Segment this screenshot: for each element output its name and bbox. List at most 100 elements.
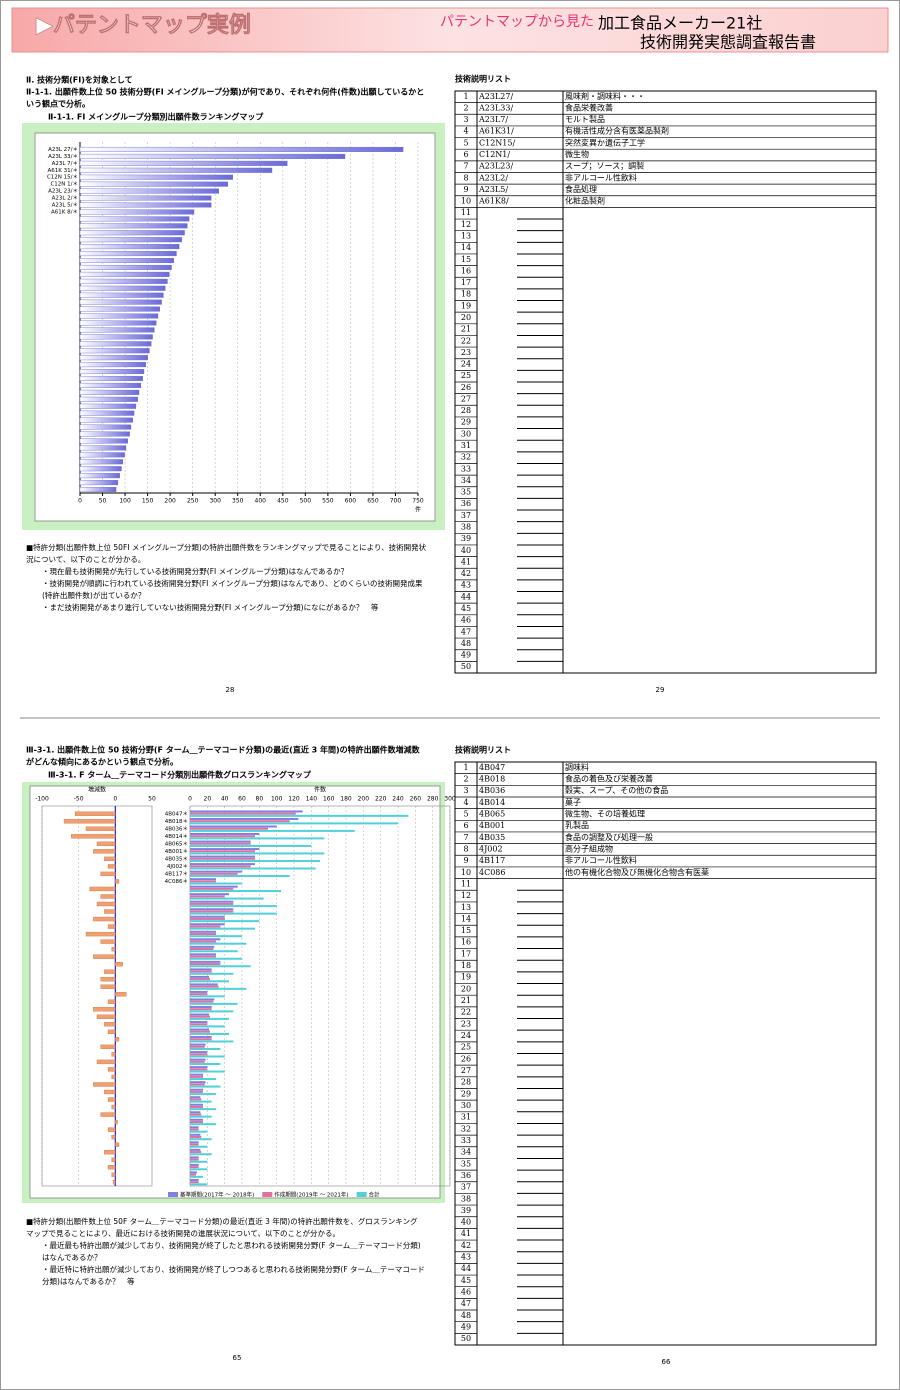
row-number: 10 — [461, 868, 471, 877]
bar — [190, 1143, 199, 1146]
row-number: 21 — [461, 325, 471, 334]
bar — [79, 299, 162, 305]
row-number: 38 — [461, 523, 471, 532]
axis-label: 件数 — [314, 786, 326, 794]
x-tick-label: 700 — [390, 498, 402, 505]
x-tick-label: 0 — [188, 796, 192, 803]
row-number: 12 — [461, 891, 471, 900]
y-tick-label: A23L 27/＊ — [48, 146, 78, 153]
row-number: 5 — [463, 138, 468, 147]
row-number: 14 — [461, 243, 471, 252]
row-number: 19 — [461, 301, 471, 310]
text-line: ・現在最も技術開発が先行している技術開発分野(FI メイングループ分類)はなんで… — [42, 566, 348, 576]
bar — [190, 942, 247, 945]
bar — [190, 1173, 197, 1176]
row-number: 9 — [463, 185, 468, 194]
bar — [190, 840, 251, 843]
text-line: 技術説明リスト — [455, 74, 511, 84]
bar — [190, 1066, 208, 1069]
bar — [190, 1111, 201, 1114]
row-number: 18 — [461, 290, 471, 299]
bar — [190, 923, 225, 926]
row-number: 13 — [461, 232, 471, 241]
bar — [190, 1040, 234, 1043]
x-tick-label: 250 — [187, 498, 199, 505]
legend-swatch — [168, 1192, 178, 1197]
row-number: 8 — [463, 173, 468, 182]
row-number: 3 — [463, 115, 468, 124]
row-number: 7 — [463, 833, 468, 842]
text-line: (特許出願件数)が出ているか？ — [42, 590, 145, 600]
code: A23L2/ — [478, 173, 508, 182]
chart-area — [29, 785, 441, 1199]
bar — [79, 348, 150, 354]
text-line: 分類)はなんであるか？ 等 — [42, 1276, 135, 1286]
description: 非アルコール性飲料 — [565, 172, 637, 182]
x-tick-label: 50 — [148, 796, 156, 803]
x-tick-label: 60 — [238, 796, 246, 803]
code: 4C086 — [479, 868, 505, 877]
y-tick-label: A23L 23/＊ — [48, 188, 78, 195]
bar — [96, 901, 116, 907]
bar — [107, 1067, 116, 1072]
bar — [190, 1058, 206, 1061]
bar — [190, 1060, 205, 1063]
bar — [190, 910, 234, 913]
bar — [104, 969, 116, 974]
text-line: Ⅱ-1-1. FI メイングループ分類別出願件数ランキングマップ — [48, 112, 264, 122]
bar — [190, 1156, 199, 1159]
code: 4B117 — [479, 856, 505, 865]
bar — [190, 1013, 210, 1016]
bar — [190, 1075, 203, 1078]
bar — [190, 863, 255, 866]
bar — [93, 954, 116, 959]
bar — [100, 1044, 116, 1050]
bar — [190, 814, 409, 817]
row-number: 37 — [461, 1183, 471, 1192]
row-number: 32 — [461, 453, 471, 462]
row-number: 45 — [461, 1276, 471, 1285]
bar — [100, 1112, 116, 1117]
bar — [79, 403, 137, 409]
legend-swatch — [262, 1192, 273, 1197]
row-number: 48 — [461, 1311, 471, 1320]
bar — [79, 188, 220, 194]
row-number: 14 — [461, 914, 471, 923]
row-number: 7 — [463, 162, 468, 171]
text-line: Ⅱ-1-1. 出願件数上位 50 技術分野(FI メイングループ分類)が何であり… — [26, 87, 424, 97]
row-number: 1 — [463, 763, 468, 772]
bar — [93, 1082, 116, 1087]
bar — [79, 473, 120, 479]
row-number: 48 — [461, 639, 471, 648]
row-number: 17 — [461, 278, 471, 287]
code: A23L33/ — [478, 103, 513, 112]
row-number: 35 — [461, 488, 471, 497]
row-number: 11 — [461, 879, 471, 888]
x-tick-label: 140 — [306, 796, 318, 803]
text-line: Ⅱ. 技術分類(FI)を対象として — [26, 75, 133, 85]
x-tick-label: 50 — [99, 498, 107, 505]
x-tick-label: 550 — [322, 498, 334, 505]
bar — [190, 857, 255, 860]
code: 4B065 — [479, 809, 505, 818]
bar — [190, 1120, 203, 1123]
bar — [112, 1180, 116, 1185]
bar — [190, 842, 251, 845]
row-number: 39 — [461, 1206, 471, 1215]
row-number: 2 — [463, 103, 468, 112]
x-tick-label: 500 — [300, 498, 312, 505]
bar — [79, 355, 148, 361]
x-tick-label: -100 — [35, 796, 49, 803]
x-tick-label: 100 — [119, 498, 131, 505]
bar — [190, 848, 260, 851]
bar — [190, 1045, 205, 1048]
row-number: 44 — [461, 1264, 471, 1273]
row-number: 22 — [461, 336, 471, 345]
bar — [190, 829, 355, 832]
row-number: 9 — [463, 856, 468, 865]
bar — [190, 1123, 216, 1126]
row-number: 17 — [461, 949, 471, 958]
row-number: 4 — [463, 127, 468, 136]
description: 微生物、その培養処理 — [565, 808, 645, 818]
